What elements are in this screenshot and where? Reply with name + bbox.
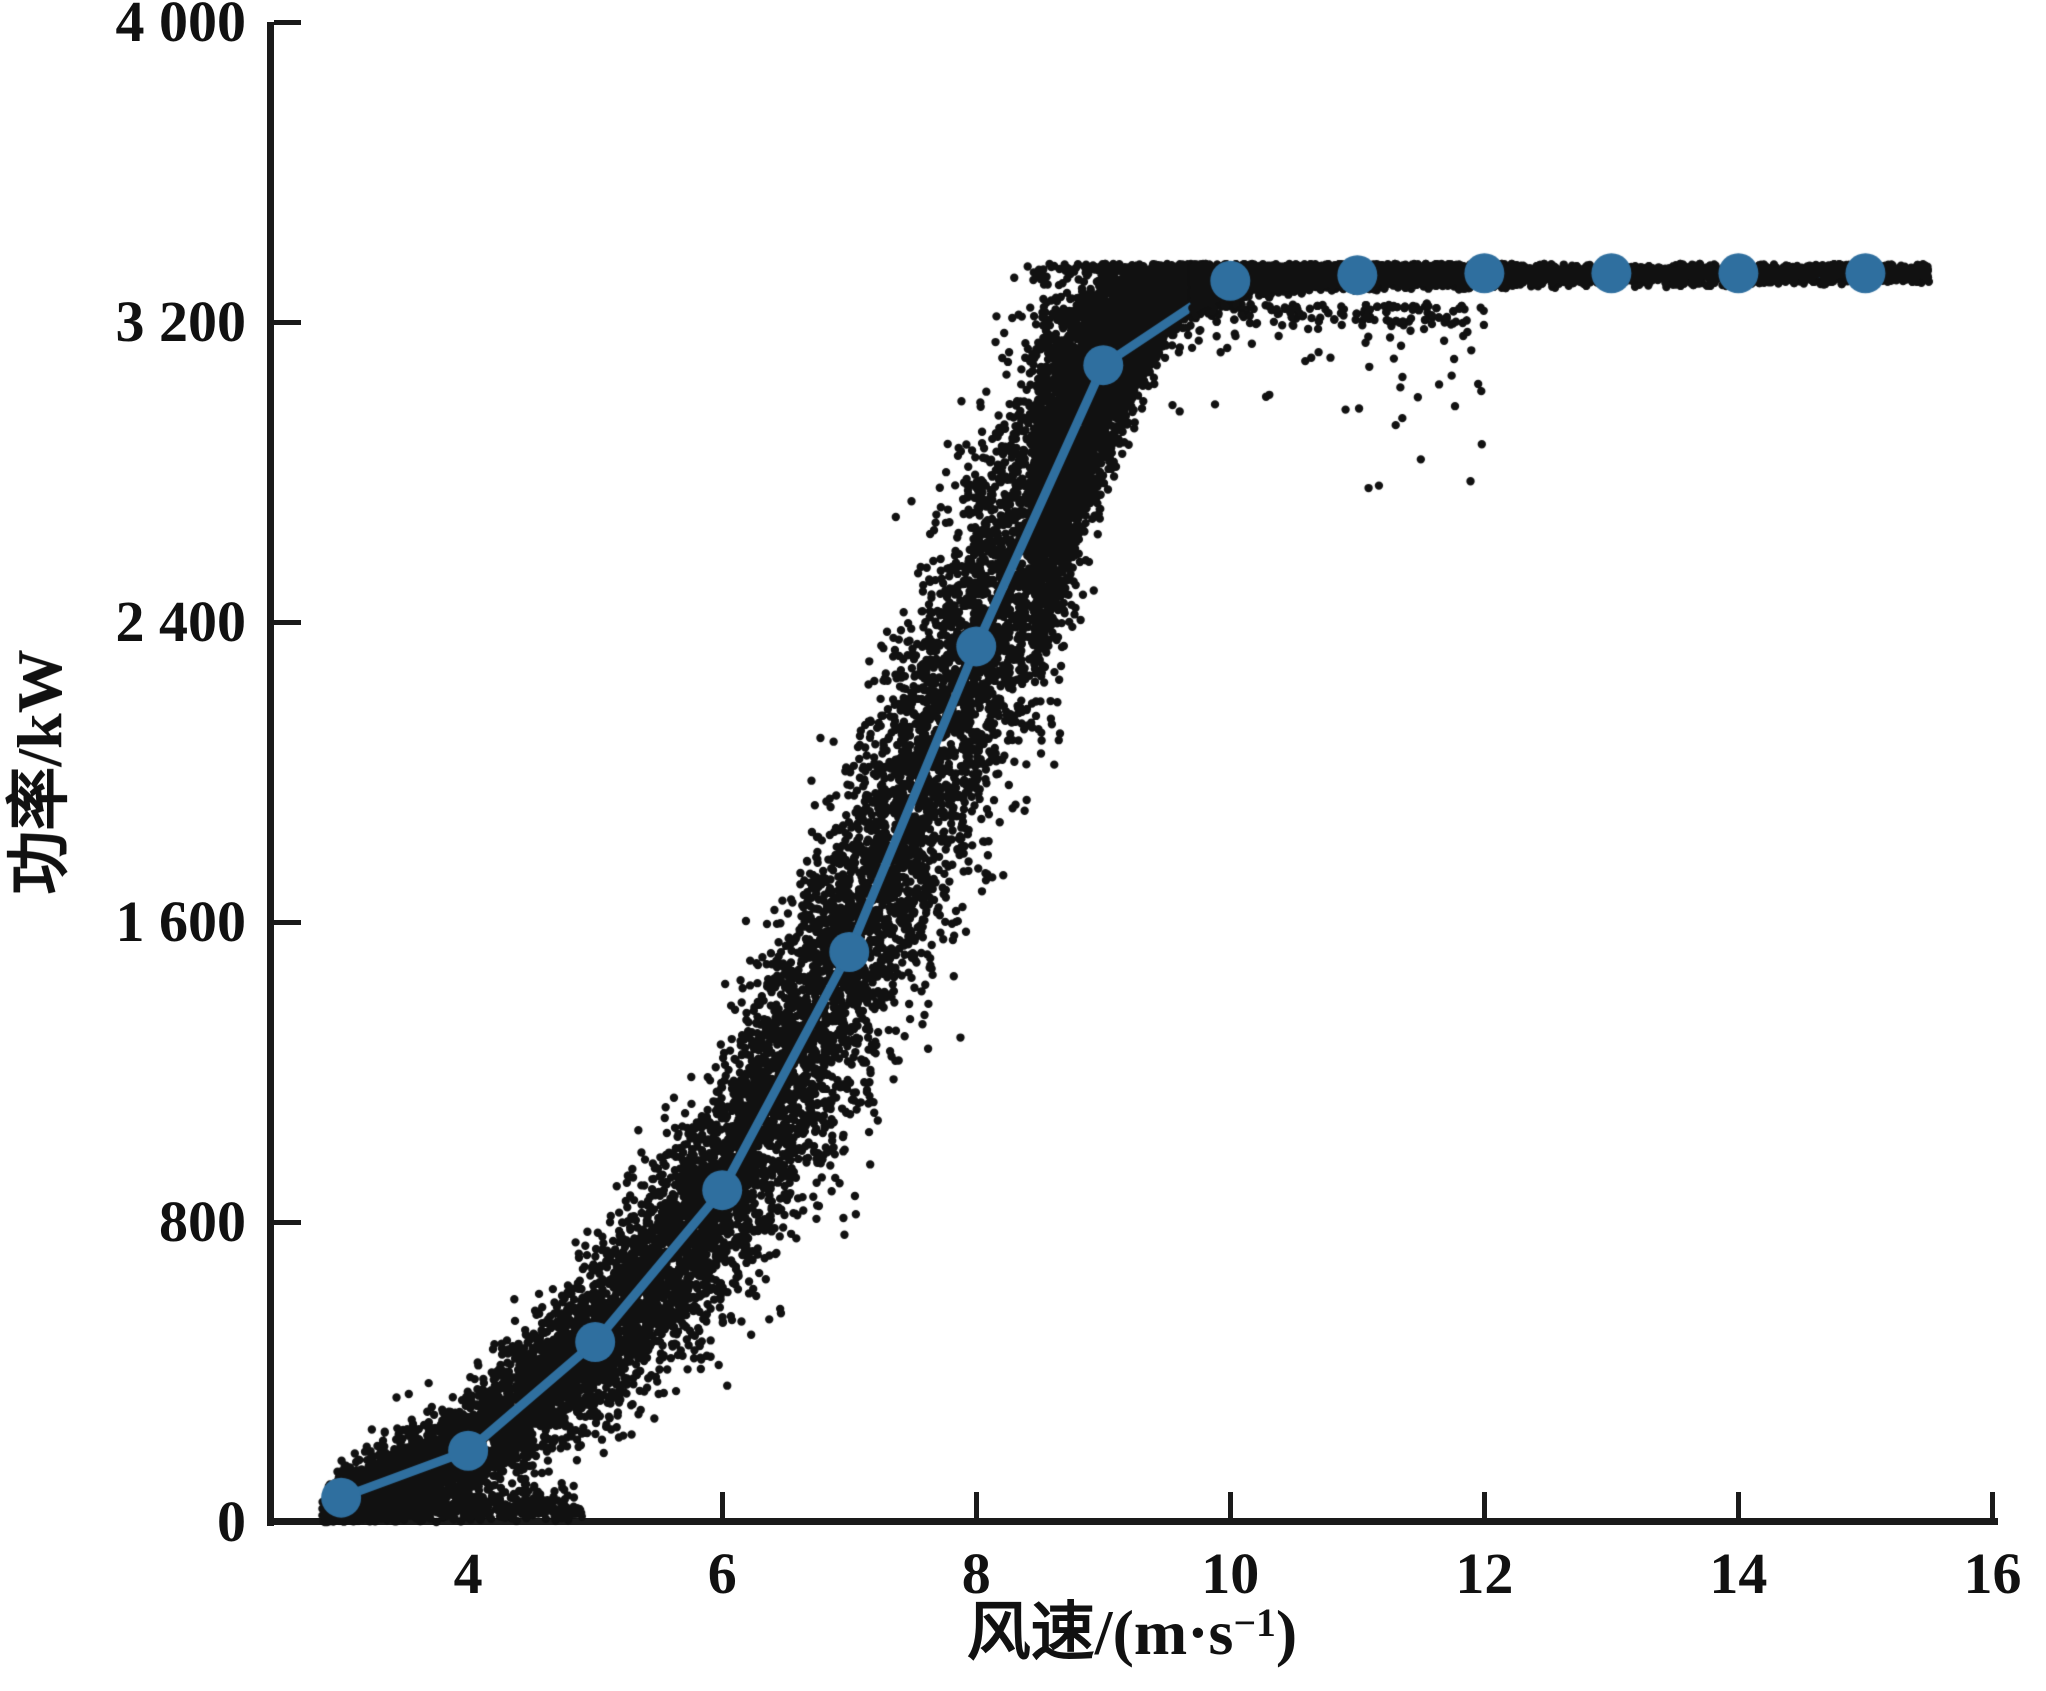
x-tick-label: 14 [1709, 1541, 1768, 1606]
y-tick-label: 800 [159, 1189, 246, 1254]
x-axis-label: 风速/(m·s−1) [967, 1601, 1297, 1665]
x-tick-label: 4 [453, 1541, 483, 1606]
y-axis-label: 功率/kW [4, 649, 75, 895]
y-tick-label: 1 600 [115, 889, 247, 954]
y-tick-label: 0 [217, 1489, 246, 1554]
x-tick-label: 8 [961, 1541, 991, 1606]
y-tick-label: 3 200 [115, 289, 247, 354]
x-tick-label: 10 [1201, 1541, 1260, 1606]
y-tick-label: 4 000 [115, 0, 247, 54]
x-tick-label: 12 [1455, 1541, 1514, 1606]
x-axis-label-exponent: −1 [1233, 1601, 1276, 1646]
y-tick-label: 2 400 [115, 589, 247, 654]
x-tick-label: 6 [707, 1541, 737, 1606]
x-axis-label-text: 风速/(m·s [966, 1597, 1234, 1668]
x-axis-label-close: ) [1275, 1597, 1298, 1668]
x-tick-label: 16 [1963, 1541, 2022, 1606]
